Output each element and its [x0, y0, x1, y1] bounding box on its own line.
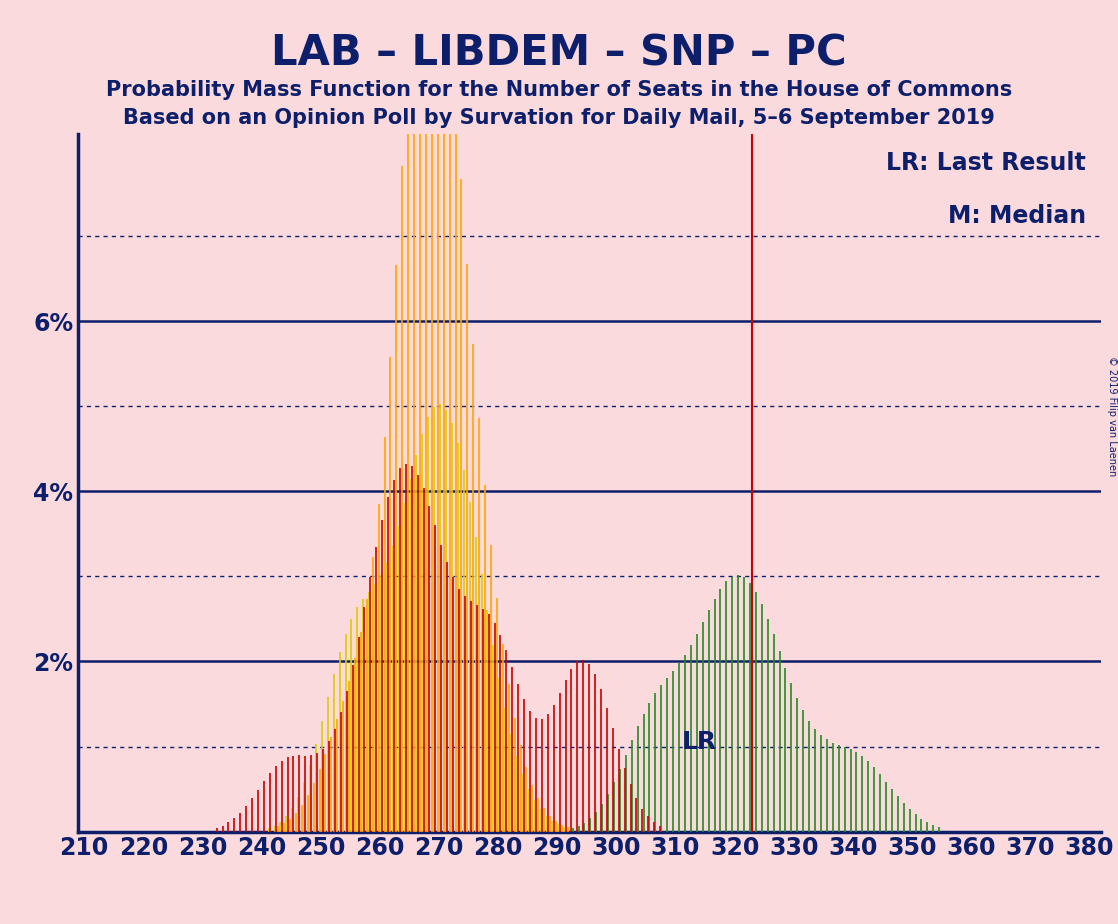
Text: LR: Last Result: LR: Last Result: [887, 152, 1086, 176]
Text: Based on an Opinion Poll by Survation for Daily Mail, 5–6 September 2019: Based on an Opinion Poll by Survation fo…: [123, 108, 995, 128]
Text: LR: LR: [681, 730, 717, 754]
Text: LAB – LIBDEM – SNP – PC: LAB – LIBDEM – SNP – PC: [272, 32, 846, 74]
Text: © 2019 Filip van Laenen: © 2019 Filip van Laenen: [1107, 356, 1117, 476]
Text: Probability Mass Function for the Number of Seats in the House of Commons: Probability Mass Function for the Number…: [106, 80, 1012, 101]
Text: M: Median: M: Median: [948, 203, 1086, 227]
